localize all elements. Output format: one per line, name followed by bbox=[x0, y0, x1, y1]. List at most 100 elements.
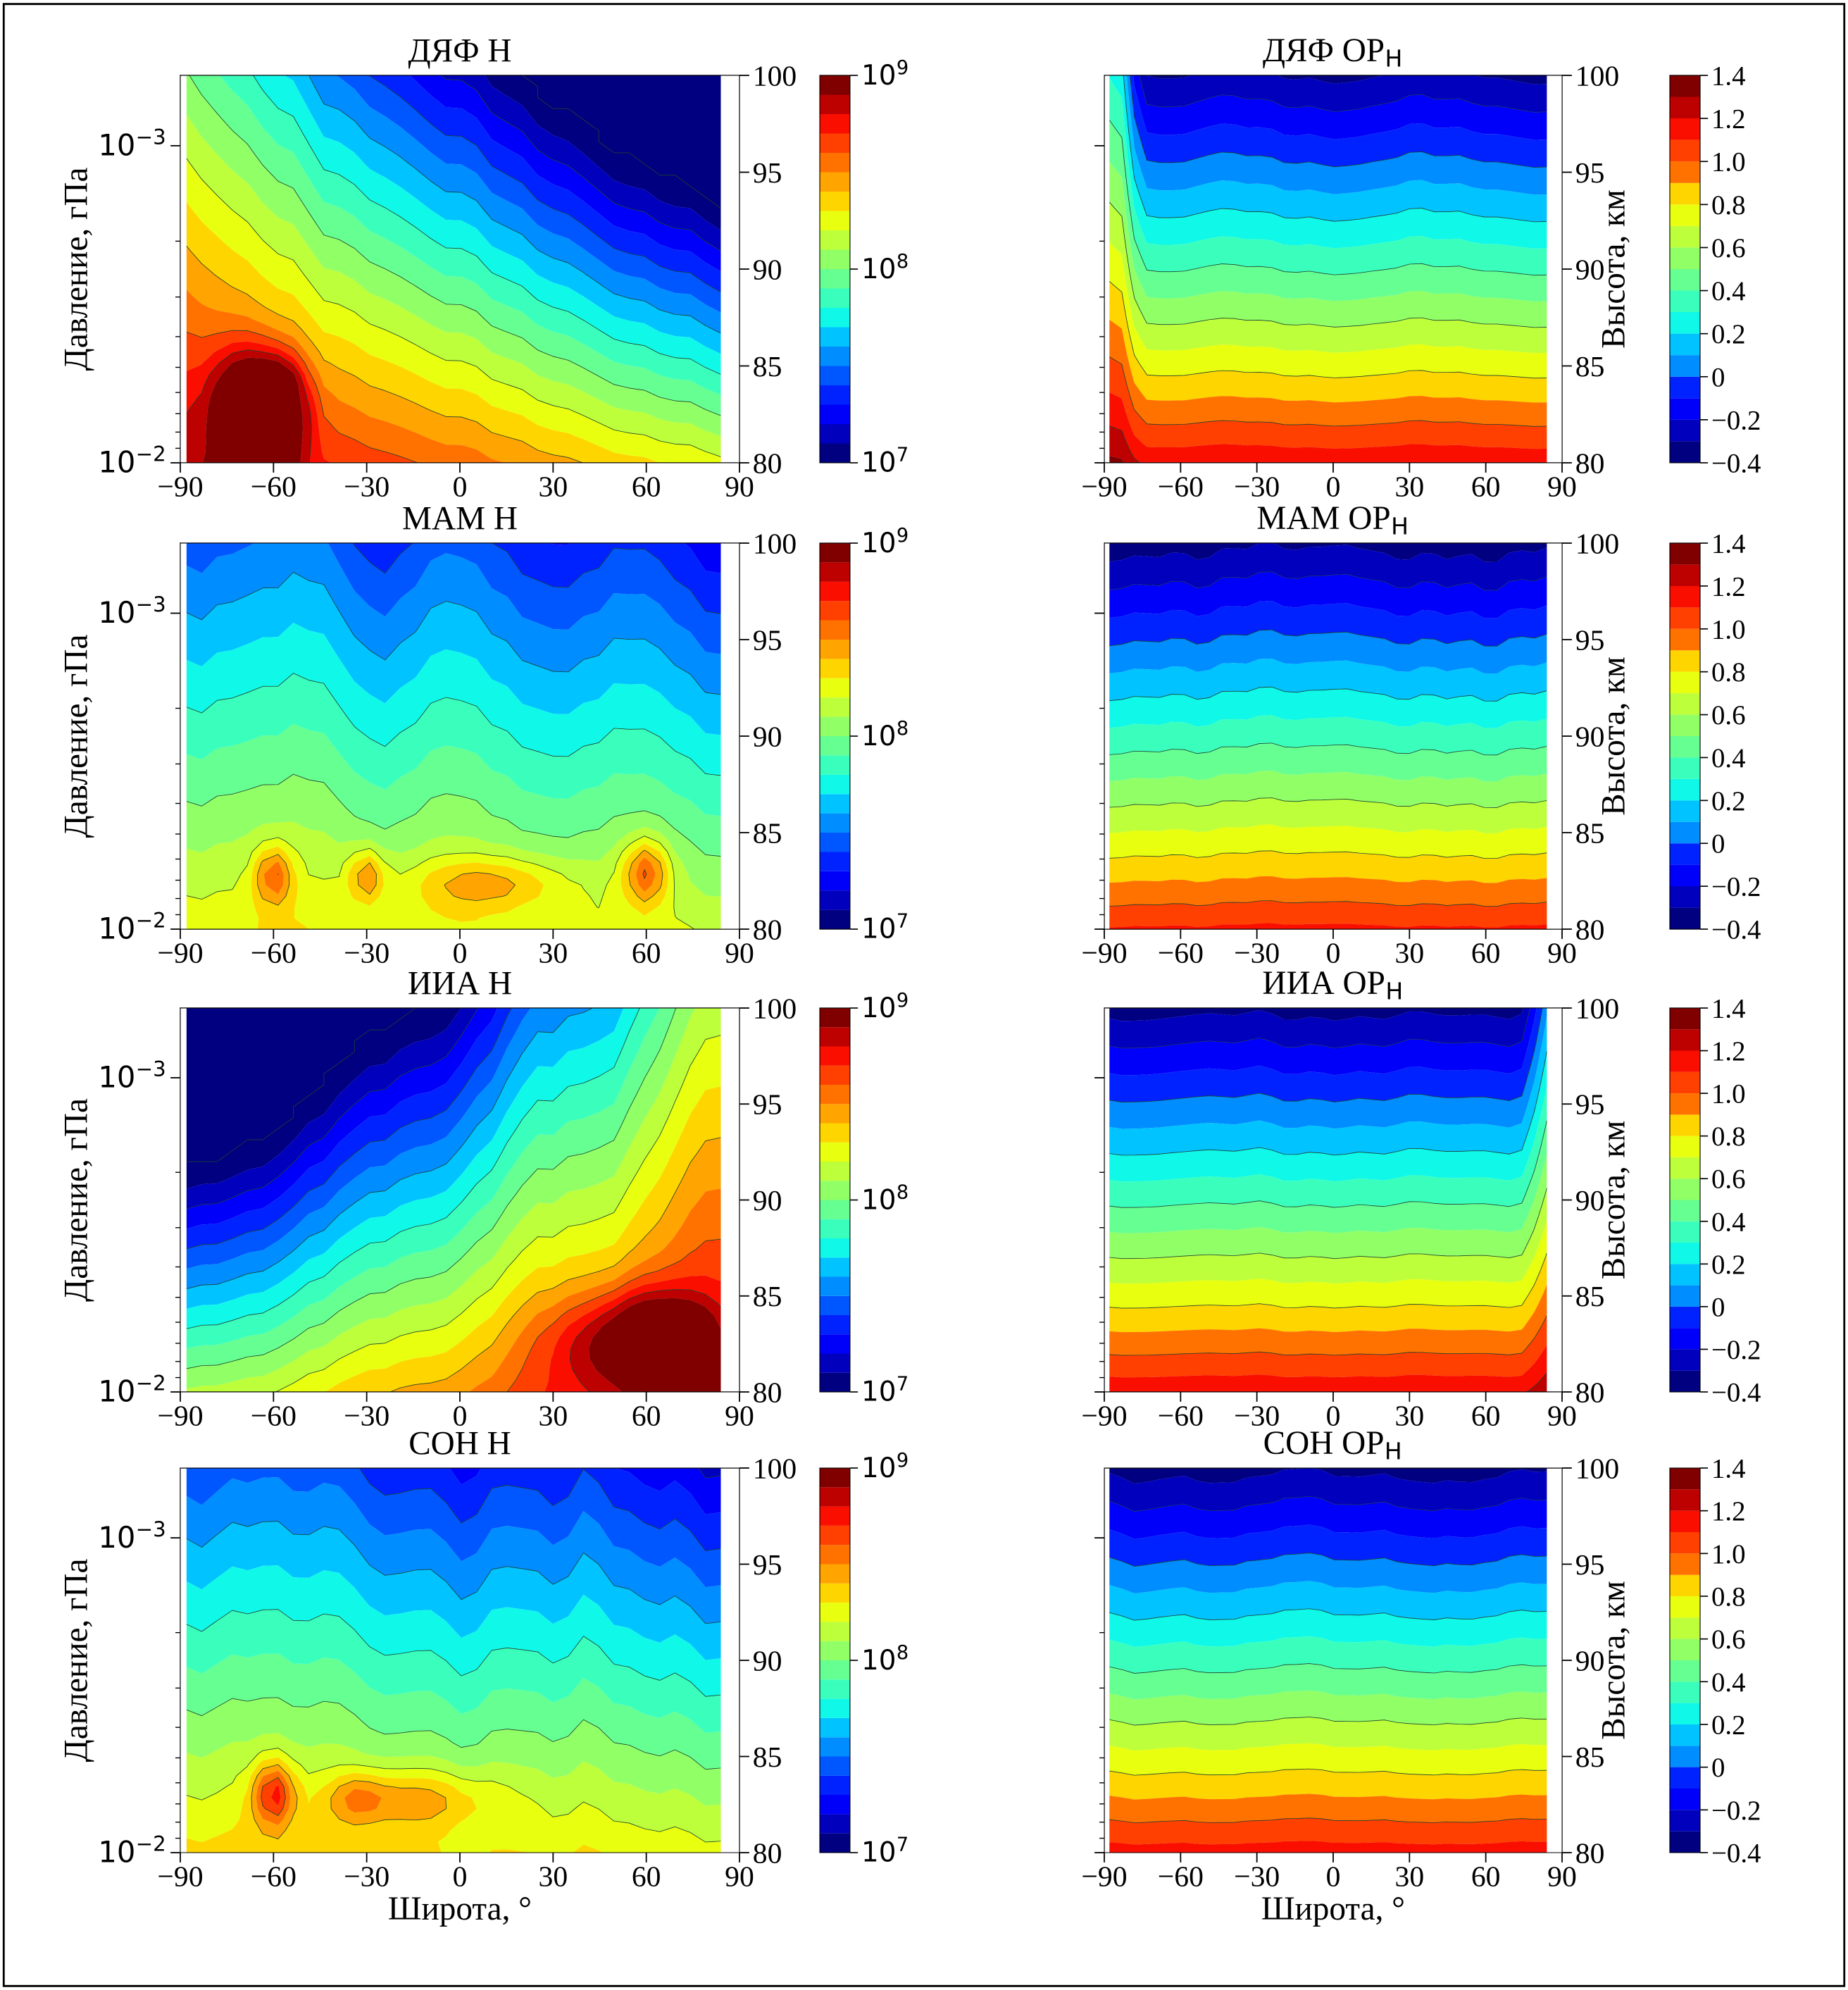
svg-text:95: 95 bbox=[753, 1089, 782, 1121]
svg-text:80: 80 bbox=[753, 447, 782, 480]
svg-text:85: 85 bbox=[753, 1281, 782, 1313]
svg-text:ДЯФ Н: ДЯФ Н bbox=[408, 33, 512, 70]
svg-text:−90: −90 bbox=[1081, 471, 1127, 504]
svg-text:80: 80 bbox=[1575, 1376, 1605, 1409]
svg-text:−30: −30 bbox=[344, 1861, 389, 1893]
svg-text:1.2: 1.2 bbox=[1711, 1496, 1746, 1526]
svg-text:−0.4: −0.4 bbox=[1711, 914, 1761, 945]
svg-text:0.8: 0.8 bbox=[1711, 190, 1746, 220]
svg-text:0.8: 0.8 bbox=[1711, 657, 1746, 688]
svg-text:−60: −60 bbox=[1158, 1861, 1204, 1893]
svg-text:И И А: И И А О Р H bbox=[1262, 965, 1403, 1005]
svg-text:100: 100 bbox=[753, 528, 797, 560]
svg-text:Давление, гПа: Давление, гПа bbox=[58, 635, 95, 838]
svg-text:85: 85 bbox=[753, 817, 782, 850]
svg-text:М А М: М А М О Р H bbox=[1256, 500, 1409, 540]
svg-text:90: 90 bbox=[753, 254, 782, 286]
svg-text:0.2: 0.2 bbox=[1711, 1250, 1746, 1280]
svg-text:Высота, км: Высота, км bbox=[1595, 1121, 1632, 1280]
svg-text:85: 85 bbox=[1575, 817, 1605, 850]
svg-text:30: 30 bbox=[539, 1861, 568, 1893]
svg-text:85: 85 bbox=[753, 351, 782, 383]
svg-text:−60: −60 bbox=[251, 471, 296, 504]
svg-text:Широта, °: Широта, ° bbox=[388, 1891, 532, 1927]
svg-text:ИИА Н: ИИА Н bbox=[408, 966, 512, 1002]
svg-text:85: 85 bbox=[753, 1741, 782, 1774]
svg-text:−90: −90 bbox=[1081, 938, 1127, 970]
svg-text:90: 90 bbox=[1547, 471, 1577, 504]
svg-text:60: 60 bbox=[632, 1861, 661, 1893]
svg-text:90: 90 bbox=[753, 721, 782, 753]
svg-text:30: 30 bbox=[539, 471, 568, 504]
svg-text:0: 0 bbox=[453, 471, 468, 504]
svg-text:Широта, °: Широта, ° bbox=[1261, 1891, 1405, 1927]
svg-text:1.2: 1.2 bbox=[1711, 571, 1746, 602]
svg-text:0.4: 0.4 bbox=[1711, 743, 1746, 773]
svg-text:100: 100 bbox=[1575, 60, 1619, 92]
svg-text:90: 90 bbox=[753, 1645, 782, 1677]
svg-text:0: 0 bbox=[1711, 829, 1725, 859]
svg-text:95: 95 bbox=[753, 157, 782, 189]
svg-text:Высота, км: Высота, км bbox=[1595, 657, 1632, 816]
svg-text:100: 100 bbox=[753, 60, 797, 92]
svg-text:−90: −90 bbox=[157, 938, 203, 970]
svg-text:30: 30 bbox=[539, 938, 568, 970]
svg-text:−60: −60 bbox=[251, 1861, 296, 1893]
svg-text:80: 80 bbox=[1575, 447, 1605, 480]
svg-text:0.4: 0.4 bbox=[1711, 276, 1746, 306]
svg-text:−0.4: −0.4 bbox=[1711, 1377, 1761, 1407]
svg-text:80: 80 bbox=[1575, 914, 1605, 946]
svg-text:0.6: 0.6 bbox=[1711, 700, 1746, 730]
svg-text:0: 0 bbox=[453, 1861, 468, 1893]
svg-text:0.6: 0.6 bbox=[1711, 1624, 1746, 1655]
svg-text:−0.2: −0.2 bbox=[1711, 405, 1761, 435]
svg-text:90: 90 bbox=[1547, 938, 1577, 970]
svg-text:−0.4: −0.4 bbox=[1711, 1838, 1761, 1868]
svg-text:90: 90 bbox=[725, 1861, 754, 1893]
svg-text:−0.2: −0.2 bbox=[1711, 1335, 1761, 1365]
svg-text:Высота, км: Высота, км bbox=[1595, 1581, 1632, 1740]
svg-text:30: 30 bbox=[1395, 938, 1425, 970]
svg-text:100: 100 bbox=[753, 993, 797, 1025]
svg-text:1.0: 1.0 bbox=[1711, 1539, 1746, 1569]
svg-text:Высота, км: Высота, км bbox=[1595, 189, 1632, 349]
svg-text:0.2: 0.2 bbox=[1711, 786, 1746, 816]
svg-text:95: 95 bbox=[1575, 157, 1605, 189]
svg-text:−60: −60 bbox=[1158, 938, 1204, 970]
svg-text:85: 85 bbox=[1575, 1741, 1605, 1774]
svg-text:С О Н: С О Н О Р H bbox=[1263, 1425, 1402, 1465]
svg-text:0.8: 0.8 bbox=[1711, 1581, 1746, 1612]
svg-text:90: 90 bbox=[1547, 1400, 1577, 1433]
svg-text:1.0: 1.0 bbox=[1711, 147, 1746, 178]
svg-text:80: 80 bbox=[753, 914, 782, 946]
svg-text:СОН Н: СОН Н bbox=[408, 1426, 511, 1462]
svg-text:100: 100 bbox=[1575, 993, 1619, 1025]
svg-text:95: 95 bbox=[753, 624, 782, 657]
svg-text:0.8: 0.8 bbox=[1711, 1121, 1746, 1152]
svg-text:90: 90 bbox=[725, 1400, 754, 1433]
svg-text:Давление, гПа: Давление, гПа bbox=[58, 168, 95, 371]
svg-text:Д Я Ф: Д Я Ф О Р H bbox=[1263, 32, 1402, 73]
svg-text:80: 80 bbox=[1575, 1837, 1605, 1870]
svg-text:1.0: 1.0 bbox=[1711, 614, 1746, 645]
svg-text:90: 90 bbox=[753, 1185, 782, 1217]
svg-text:0.2: 0.2 bbox=[1711, 1710, 1746, 1740]
svg-text:−60: −60 bbox=[1158, 471, 1204, 504]
svg-text:95: 95 bbox=[1575, 1089, 1605, 1121]
svg-text:0: 0 bbox=[1711, 1292, 1725, 1322]
svg-text:90: 90 bbox=[725, 471, 754, 504]
svg-text:0: 0 bbox=[1326, 1861, 1341, 1893]
svg-text:0: 0 bbox=[1326, 471, 1341, 504]
svg-text:90: 90 bbox=[725, 938, 754, 970]
svg-text:100: 100 bbox=[1575, 1453, 1619, 1485]
svg-text:−60: −60 bbox=[251, 938, 296, 970]
svg-text:1.4: 1.4 bbox=[1711, 993, 1746, 1024]
svg-text:−90: −90 bbox=[157, 1400, 203, 1433]
svg-text:0: 0 bbox=[1711, 362, 1725, 392]
svg-text:85: 85 bbox=[1575, 1281, 1605, 1313]
svg-text:−30: −30 bbox=[1234, 1861, 1280, 1893]
svg-text:60: 60 bbox=[1471, 938, 1501, 970]
svg-text:−0.2: −0.2 bbox=[1711, 872, 1761, 902]
svg-text:−30: −30 bbox=[1234, 471, 1280, 504]
svg-text:−90: −90 bbox=[1081, 1400, 1127, 1433]
